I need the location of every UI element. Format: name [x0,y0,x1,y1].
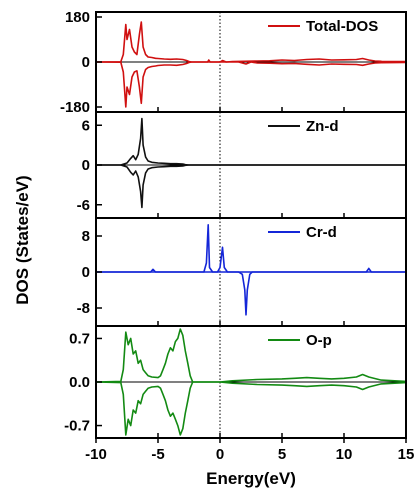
y-tick-label: -180 [60,99,90,116]
y-tick-label: 0 [82,54,90,71]
series-total-dos-spin-down [95,61,407,108]
y-tick-label: 6 [82,117,90,134]
x-tick-label: 0 [216,446,224,463]
x-axis: -10 -5 0 5 10 15 [85,438,414,463]
x-tick-label: -10 [85,446,107,463]
x-tick-label: 10 [336,446,353,463]
x-tick-label: 5 [278,446,286,463]
legend-label: Zn-d [306,118,338,135]
dos-panels: 180 0 -180 Total-DOS 6 0 -6 Zn-d 8 0 -8 Cr-d 0.7 0.0 -… [60,9,407,439]
series-cr-d-spin-up [96,224,406,273]
y-tick-label: 0.7 [69,330,90,347]
panel-zn-d: 6 0 -6 Zn-d [77,111,407,219]
legend-label: Total-DOS [306,18,378,35]
y-tick-label: 180 [65,9,90,26]
series-zn-d-spin-up [96,117,406,166]
panel-cr-d: 8 0 -8 Cr-d [77,217,407,327]
x-tick-label: -5 [151,446,164,463]
series-total-dos-spin-up [95,21,407,63]
y-tick-label: 8 [82,228,90,245]
y-tick-label: -6 [77,197,90,214]
y-tick-label: -8 [77,300,90,317]
panel-o-p: 0.7 0.0 -0.7 O-p [64,325,407,439]
x-axis-title: Energy(eV) [206,469,296,488]
series-cr-d-spin-down [96,271,406,316]
y-tick-label: 0 [82,264,90,281]
y-tick-label: 0.0 [69,374,90,391]
y-axis-title: DOS (States/eV) [13,175,32,304]
panel-total-dos: 180 0 -180 Total-DOS [60,9,407,116]
legend-label: Cr-d [306,224,337,241]
series-o-p-spin-up [95,328,407,383]
y-tick-label: -0.7 [64,418,90,435]
legend-label: O-p [306,332,332,349]
series-zn-d-spin-down [96,164,406,209]
y-tick-label: 0 [82,157,90,174]
x-tick-label: 15 [398,446,415,463]
series-o-p-spin-down [95,381,407,436]
